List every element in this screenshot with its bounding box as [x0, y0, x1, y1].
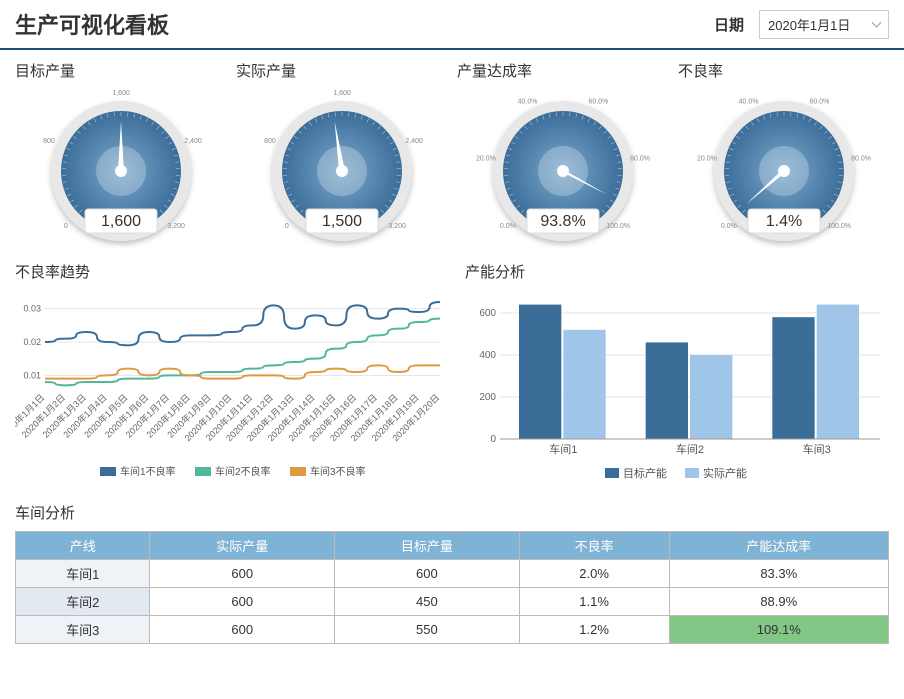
date-label: 日期: [714, 14, 744, 35]
svg-text:2,400: 2,400: [184, 138, 202, 145]
svg-text:100.0%: 100.0%: [606, 223, 630, 230]
gauge-svg-box: 0.0% 20.0% 40.0% 60.0% 80.0% 100.0% 1.4%: [678, 86, 889, 251]
table-cell: 1.1%: [519, 588, 669, 616]
svg-text:1,600: 1,600: [333, 90, 351, 97]
table-cell: 550: [335, 616, 520, 644]
table-cell: 600: [150, 616, 335, 644]
svg-text:0.0%: 0.0%: [499, 223, 515, 230]
svg-text:80.0%: 80.0%: [630, 156, 650, 163]
svg-text:0.0%: 0.0%: [720, 223, 736, 230]
table-col-header: 产线: [16, 532, 150, 560]
svg-text:40.0%: 40.0%: [517, 98, 537, 105]
charts-row: 不良率趋势 0.010.020.032020年1月1日2020年1月2日2020…: [0, 251, 904, 492]
table-cell: 83.3%: [669, 560, 888, 588]
table-cell: 600: [335, 560, 520, 588]
table-cell: 车间1: [16, 560, 150, 588]
svg-text:目标产能: 目标产能: [623, 466, 667, 480]
svg-text:100.0%: 100.0%: [827, 223, 851, 230]
gauge-panel: 实际产量 0 800 1,600 2,400 3,200 1,500: [236, 60, 447, 251]
gauges-row: 目标产量 0 800 1,600 2,400 3,200 1,600 实际产量 0 800…: [0, 50, 904, 251]
date-select[interactable]: 2020年1月1日: [759, 10, 889, 39]
svg-text:实际产能: 实际产能: [703, 466, 747, 480]
date-area: 日期 2020年1月1日: [714, 10, 889, 39]
gauge-title: 不良率: [678, 60, 889, 81]
svg-text:2,400: 2,400: [405, 138, 423, 145]
table-col-header: 实际产量: [150, 532, 335, 560]
svg-text:0: 0: [63, 223, 67, 230]
gauge-svg-box: 0 800 1,600 2,400 3,200 1,600: [15, 86, 226, 251]
svg-text:1.4%: 1.4%: [765, 213, 801, 230]
svg-text:3,200: 3,200: [167, 223, 185, 230]
table-col-header: 不良率: [519, 532, 669, 560]
svg-text:40.0%: 40.0%: [738, 98, 758, 105]
table-cell: 600: [150, 560, 335, 588]
header: 生产可视化看板 日期 2020年1月1日: [0, 0, 904, 50]
svg-text:0: 0: [284, 223, 288, 230]
table-title: 车间分析: [15, 502, 889, 523]
svg-text:20.0%: 20.0%: [476, 156, 496, 163]
table-row: 车间26004501.1%88.9%: [16, 588, 889, 616]
svg-text:1,600: 1,600: [100, 213, 140, 230]
gauge-panel: 产量达成率 0.0% 20.0% 40.0% 60.0% 80.0% 100.0% 93.…: [457, 60, 668, 251]
capacity-chart: 0 200 400 600 车间1 车间2 车间3 目标产能 实际产能: [465, 287, 885, 487]
gauge-panel: 目标产量 0 800 1,600 2,400 3,200 1,600: [15, 60, 226, 251]
svg-text:600: 600: [479, 308, 496, 319]
table-row: 车间36005501.2%109.1%: [16, 616, 889, 644]
trend-chart: 0.010.020.032020年1月1日2020年1月2日2020年1月3日2…: [15, 287, 445, 487]
svg-text:400: 400: [479, 350, 496, 361]
workshop-table: 产线实际产量目标产量不良率产能达成率 车间16006002.0%83.3%车间2…: [15, 531, 889, 644]
trend-chart-panel: 不良率趋势 0.010.020.032020年1月1日2020年1月2日2020…: [15, 261, 445, 492]
svg-text:1,500: 1,500: [321, 213, 361, 230]
svg-text:车间2: 车间2: [676, 442, 704, 456]
table-row: 车间16006002.0%83.3%: [16, 560, 889, 588]
table-col-header: 目标产量: [335, 532, 520, 560]
svg-text:车间1不良率: 车间1不良率: [120, 465, 176, 478]
svg-text:200: 200: [479, 392, 496, 403]
svg-text:车间2不良率: 车间2不良率: [215, 465, 271, 478]
gauge-title: 目标产量: [15, 60, 226, 81]
svg-text:车间3不良率: 车间3不良率: [310, 465, 366, 478]
table-cell: 车间2: [16, 588, 150, 616]
svg-text:93.8%: 93.8%: [540, 213, 585, 230]
capacity-chart-panel: 产能分析 0 200 400 600 车间1 车间2 车间3 目标产能 实际产能: [465, 261, 889, 492]
date-value: 2020年1月1日: [768, 18, 850, 33]
gauge-title: 产量达成率: [457, 60, 668, 81]
svg-text:800: 800: [264, 138, 276, 145]
svg-text:3,200: 3,200: [388, 223, 406, 230]
capacity-chart-title: 产能分析: [465, 261, 889, 282]
table-cell: 88.9%: [669, 588, 888, 616]
table-cell: 1.2%: [519, 616, 669, 644]
svg-text:1,600: 1,600: [112, 90, 130, 97]
svg-text:60.0%: 60.0%: [588, 98, 608, 105]
svg-text:0.03: 0.03: [23, 304, 41, 314]
svg-text:20.0%: 20.0%: [697, 156, 717, 163]
svg-text:车间1: 车间1: [549, 442, 577, 456]
gauge-title: 实际产量: [236, 60, 447, 81]
svg-text:800: 800: [43, 138, 55, 145]
table-cell: 2.0%: [519, 560, 669, 588]
svg-text:车间3: 车间3: [803, 442, 831, 456]
svg-text:80.0%: 80.0%: [851, 156, 871, 163]
svg-text:0: 0: [490, 434, 496, 445]
gauge-panel: 不良率 0.0% 20.0% 40.0% 60.0% 80.0% 100.0% 1.4%: [678, 60, 889, 251]
table-cell: 600: [150, 588, 335, 616]
table-cell: 450: [335, 588, 520, 616]
page-title: 生产可视化看板: [15, 8, 169, 40]
svg-text:0.01: 0.01: [23, 370, 41, 380]
table-col-header: 产能达成率: [669, 532, 888, 560]
table-section: 车间分析 产线实际产量目标产量不良率产能达成率 车间16006002.0%83.…: [0, 492, 904, 654]
table-header-row: 产线实际产量目标产量不良率产能达成率: [16, 532, 889, 560]
table-cell: 109.1%: [669, 616, 888, 644]
table-body: 车间16006002.0%83.3%车间26004501.1%88.9%车间36…: [16, 560, 889, 644]
gauge-svg-box: 0 800 1,600 2,400 3,200 1,500: [236, 86, 447, 251]
table-cell: 车间3: [16, 616, 150, 644]
svg-text:0.02: 0.02: [23, 337, 41, 347]
svg-text:60.0%: 60.0%: [809, 98, 829, 105]
trend-chart-title: 不良率趋势: [15, 261, 445, 282]
gauge-svg-box: 0.0% 20.0% 40.0% 60.0% 80.0% 100.0% 93.8%: [457, 86, 668, 251]
